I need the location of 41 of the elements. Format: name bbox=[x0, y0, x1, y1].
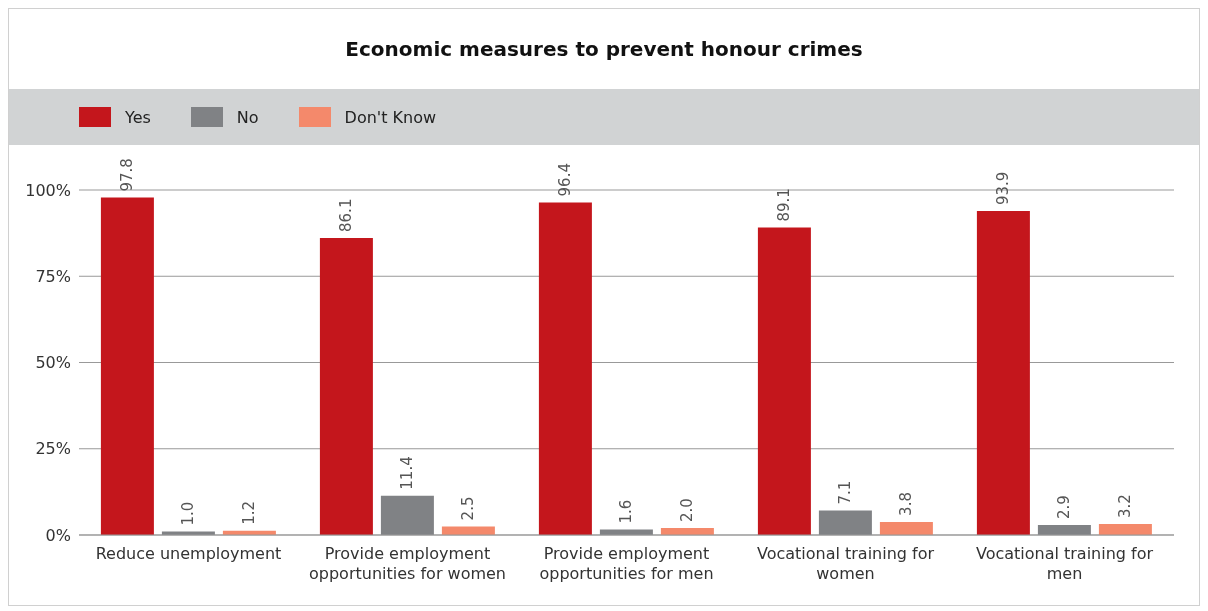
bar bbox=[380, 495, 434, 535]
data-label: 89.1 bbox=[775, 188, 794, 222]
bar bbox=[100, 197, 154, 535]
data-label: 93.9 bbox=[994, 171, 1013, 206]
bar bbox=[879, 521, 933, 535]
data-label: 1.2 bbox=[240, 501, 259, 525]
bar bbox=[538, 202, 592, 535]
data-label: 2.0 bbox=[678, 498, 697, 523]
x-tick-label: Reduce unemployment bbox=[95, 544, 282, 563]
legend-label: Yes bbox=[125, 107, 151, 127]
bar bbox=[599, 529, 653, 535]
data-label: 86.1 bbox=[337, 198, 356, 232]
x-tick-label: Vocational training for women bbox=[756, 544, 935, 583]
data-label: 7.1 bbox=[836, 480, 855, 505]
x-tick-label: Vocational training for men bbox=[975, 544, 1154, 583]
x-tick-label: Provide employment opportunities for women bbox=[309, 544, 506, 583]
data-label: 2.5 bbox=[459, 496, 478, 521]
y-tick-label: 50% bbox=[35, 353, 71, 373]
data-label: 97.8 bbox=[118, 158, 137, 192]
bar bbox=[1037, 525, 1091, 535]
y-tick-label: 25% bbox=[35, 439, 71, 459]
chart-title: Economic measures to prevent honour crimes bbox=[344, 36, 864, 63]
data-label: 2.9 bbox=[1055, 495, 1074, 519]
bar bbox=[757, 227, 811, 535]
bar bbox=[818, 510, 872, 535]
data-label: 96.4 bbox=[556, 163, 575, 197]
data-label: 1.6 bbox=[617, 499, 636, 524]
bar bbox=[319, 237, 373, 535]
x-tick-label: Provide employment opportunities for men bbox=[539, 544, 714, 583]
y-tick-label: 100% bbox=[25, 180, 71, 200]
legend-label: No bbox=[236, 107, 259, 127]
y-tick-label: 0% bbox=[45, 525, 71, 545]
data-label: 11.4 bbox=[398, 456, 417, 490]
data-label: 1.0 bbox=[179, 501, 198, 526]
bar bbox=[976, 211, 1030, 535]
legend-label: Don't Know bbox=[344, 107, 437, 127]
y-tick-label: 75% bbox=[35, 266, 71, 286]
bar bbox=[1098, 523, 1152, 535]
data-label: 3.2 bbox=[1116, 494, 1135, 518]
bar bbox=[441, 526, 495, 535]
data-label: 3.8 bbox=[897, 492, 916, 516]
